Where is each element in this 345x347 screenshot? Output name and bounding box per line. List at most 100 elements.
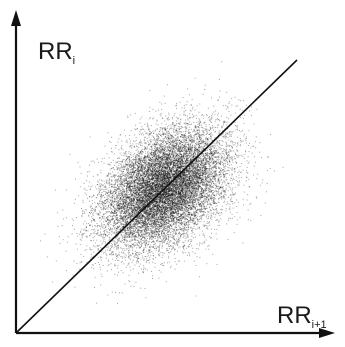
- scatter-point: [187, 191, 189, 193]
- scatter-point: [147, 182, 149, 183]
- scatter-point: [128, 187, 130, 189]
- scatter-point: [121, 231, 123, 233]
- scatter-point: [168, 179, 170, 181]
- scatter-point: [185, 195, 187, 197]
- scatter-point: [128, 170, 130, 172]
- scatter-point: [189, 149, 191, 151]
- scatter-point: [181, 200, 183, 202]
- scatter-point: [217, 174, 219, 176]
- scatter-point: [158, 140, 160, 142]
- scatter-point: [147, 124, 149, 126]
- scatter-point: [128, 150, 130, 152]
- scatter-point: [100, 172, 102, 174]
- scatter-point: [199, 162, 201, 164]
- scatter-point: [172, 208, 174, 210]
- scatter-point: [175, 216, 177, 218]
- scatter-point: [189, 193, 191, 195]
- scatter-point: [99, 211, 101, 213]
- scatter-point: [174, 190, 176, 192]
- scatter-point: [219, 214, 221, 216]
- scatter-point: [148, 156, 150, 158]
- scatter-point: [128, 236, 130, 238]
- scatter-point: [231, 157, 233, 159]
- scatter-point: [164, 208, 166, 210]
- scatter-point: [143, 265, 145, 267]
- scatter-point: [215, 172, 217, 174]
- scatter-point: [255, 136, 257, 138]
- scatter-point: [117, 185, 119, 187]
- scatter-point: [231, 188, 233, 190]
- scatter-point: [161, 187, 163, 189]
- scatter-point: [184, 244, 186, 246]
- scatter-point: [205, 186, 207, 188]
- scatter-point: [180, 198, 182, 200]
- scatter-point: [142, 221, 144, 223]
- scatter-point: [153, 204, 155, 206]
- scatter-point: [153, 193, 155, 195]
- scatter-point: [150, 254, 152, 256]
- scatter-point: [170, 197, 172, 199]
- scatter-point: [169, 214, 171, 216]
- scatter-point: [195, 134, 197, 136]
- scatter-point: [181, 198, 183, 200]
- scatter-point: [189, 137, 191, 139]
- scatter-point: [202, 172, 204, 174]
- scatter-point: [158, 201, 160, 203]
- scatter-point: [207, 181, 209, 183]
- scatter-point: [164, 180, 166, 182]
- scatter-point: [112, 216, 114, 218]
- scatter-point: [237, 201, 239, 203]
- scatter-point: [173, 212, 175, 214]
- scatter-point: [156, 157, 158, 159]
- scatter-point: [215, 147, 217, 149]
- scatter-point: [225, 144, 227, 146]
- scatter-point: [195, 183, 197, 185]
- scatter-point: [177, 152, 179, 154]
- scatter-point: [168, 199, 170, 201]
- scatter-point: [171, 231, 173, 233]
- scatter-point: [138, 158, 140, 160]
- scatter-point: [189, 239, 191, 241]
- scatter-point: [152, 258, 154, 260]
- scatter-point: [173, 217, 175, 219]
- scatter-point: [203, 130, 205, 132]
- scatter-point: [213, 212, 215, 214]
- scatter-point: [85, 225, 87, 227]
- scatter-point: [141, 223, 143, 225]
- scatter-point: [131, 179, 133, 181]
- scatter-point: [141, 126, 143, 128]
- scatter-point: [242, 198, 244, 200]
- scatter-point: [155, 202, 157, 204]
- scatter-point: [176, 191, 178, 193]
- scatter-point: [173, 213, 175, 215]
- scatter-point: [185, 126, 187, 128]
- scatter-point: [149, 168, 151, 170]
- scatter-point: [135, 160, 137, 162]
- scatter-point: [198, 120, 200, 122]
- scatter-point: [202, 192, 204, 194]
- scatter-point: [232, 144, 234, 146]
- scatter-point: [215, 206, 217, 208]
- scatter-point: [119, 193, 121, 195]
- scatter-point: [141, 180, 143, 182]
- scatter-point: [143, 128, 145, 130]
- scatter-point: [141, 231, 143, 233]
- scatter-point: [239, 165, 241, 167]
- scatter-point: [183, 199, 185, 201]
- scatter-point: [158, 192, 160, 194]
- scatter-point: [151, 177, 153, 179]
- scatter-point: [144, 221, 146, 223]
- scatter-point: [146, 173, 148, 175]
- scatter-point: [136, 185, 138, 187]
- scatter-point: [125, 207, 127, 209]
- scatter-point: [135, 149, 137, 151]
- scatter-point: [116, 198, 118, 200]
- scatter-point: [196, 150, 198, 151]
- scatter-point: [208, 157, 210, 159]
- scatter-point: [155, 179, 156, 181]
- scatter-point: [221, 127, 223, 129]
- scatter-point: [145, 170, 147, 172]
- scatter-point: [167, 162, 169, 164]
- scatter-point: [266, 156, 268, 158]
- scatter-point: [214, 197, 216, 199]
